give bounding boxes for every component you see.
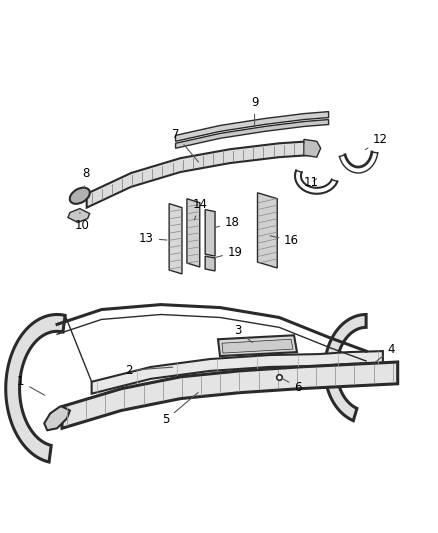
Polygon shape [176,119,328,148]
Text: 11: 11 [304,176,319,189]
Text: 2: 2 [125,364,173,377]
Text: 13: 13 [139,232,167,245]
Text: 16: 16 [270,234,299,247]
Polygon shape [187,199,200,267]
Text: 3: 3 [234,324,252,342]
Polygon shape [325,314,366,421]
Text: 1: 1 [17,375,45,395]
Polygon shape [205,256,215,271]
Polygon shape [304,139,321,157]
Polygon shape [92,351,383,394]
Text: 8: 8 [82,167,90,188]
Polygon shape [205,209,215,256]
Polygon shape [176,111,328,141]
Polygon shape [258,193,277,268]
Text: 7: 7 [172,128,198,162]
Text: 10: 10 [75,213,90,232]
Polygon shape [87,141,309,208]
Polygon shape [62,362,398,429]
Text: 5: 5 [162,392,198,426]
Ellipse shape [70,188,90,204]
Text: 12: 12 [365,133,388,150]
Polygon shape [6,314,65,462]
Text: 6: 6 [282,378,301,394]
Text: 14: 14 [193,198,208,220]
Text: 19: 19 [216,246,243,259]
Text: 4: 4 [375,343,396,362]
Polygon shape [44,407,70,430]
Text: 9: 9 [251,95,258,127]
Polygon shape [218,335,297,356]
Polygon shape [169,204,182,274]
Polygon shape [68,208,90,222]
Text: 18: 18 [215,216,240,229]
Polygon shape [222,339,293,353]
